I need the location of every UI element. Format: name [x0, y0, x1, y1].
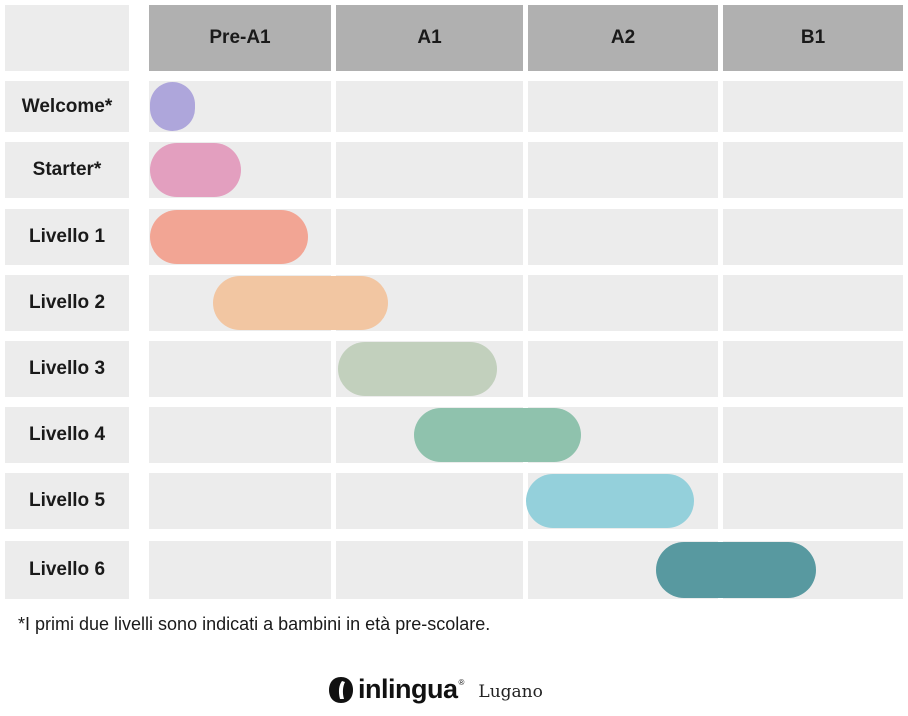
brand-name: inlingua: [358, 674, 458, 704]
grid-cell: [336, 81, 523, 132]
column-header-a1: A1: [336, 5, 523, 71]
row-label-welcome: Welcome*: [5, 81, 129, 132]
grid-cell: [528, 275, 718, 331]
column-header-b1: B1: [723, 5, 903, 71]
brand-city: Lugano: [478, 681, 543, 702]
grid-corner: [5, 5, 129, 71]
row-label-livello-3: Livello 3: [5, 341, 129, 397]
grid-cell: [336, 209, 523, 265]
grid-cell: [723, 142, 903, 198]
column-header-pre-a1: Pre-A1: [149, 5, 331, 71]
row-label-starter: Starter*: [5, 142, 129, 198]
grid-cell: [723, 275, 903, 331]
brand-registered-mark: ®: [458, 678, 465, 687]
row-label-livello-1: Livello 1: [5, 209, 129, 265]
grid-cell: [149, 541, 331, 599]
grid-cell: [723, 209, 903, 265]
inlingua-mark-icon: [329, 676, 353, 703]
grid-cell: [723, 341, 903, 397]
grid-cell: [149, 407, 331, 463]
level-bar-livello-3: [338, 342, 497, 396]
row-label-livello-4: Livello 4: [5, 407, 129, 463]
grid-cell: [336, 541, 523, 599]
row-label-livello-5: Livello 5: [5, 473, 129, 529]
row-label-livello-6: Livello 6: [5, 541, 129, 599]
column-header-a2: A2: [528, 5, 718, 71]
grid-cell: [723, 473, 903, 529]
row-label-livello-2: Livello 2: [5, 275, 129, 331]
grid-cell: [149, 473, 331, 529]
level-bar-livello-4: [414, 408, 581, 462]
grid-cell: [336, 473, 523, 529]
level-bar-livello-6: [656, 542, 816, 598]
brand-logo: inlingua ® Lugano: [328, 674, 543, 705]
grid-cell: [723, 407, 903, 463]
footnote: *I primi due livelli sono indicati a bam…: [18, 614, 491, 634]
level-bar-livello-2: [213, 276, 388, 330]
level-bar-livello-1: [150, 210, 308, 264]
grid-cell: [336, 142, 523, 198]
grid-cell: [528, 142, 718, 198]
grid-cell: [149, 341, 331, 397]
grid-cell: [528, 81, 718, 132]
level-bar-livello-5: [526, 474, 694, 528]
grid-cell: [723, 81, 903, 132]
level-bar-welcome: [150, 82, 195, 131]
grid-cell: [528, 341, 718, 397]
grid-cell: [528, 209, 718, 265]
level-bar-starter: [150, 143, 241, 197]
